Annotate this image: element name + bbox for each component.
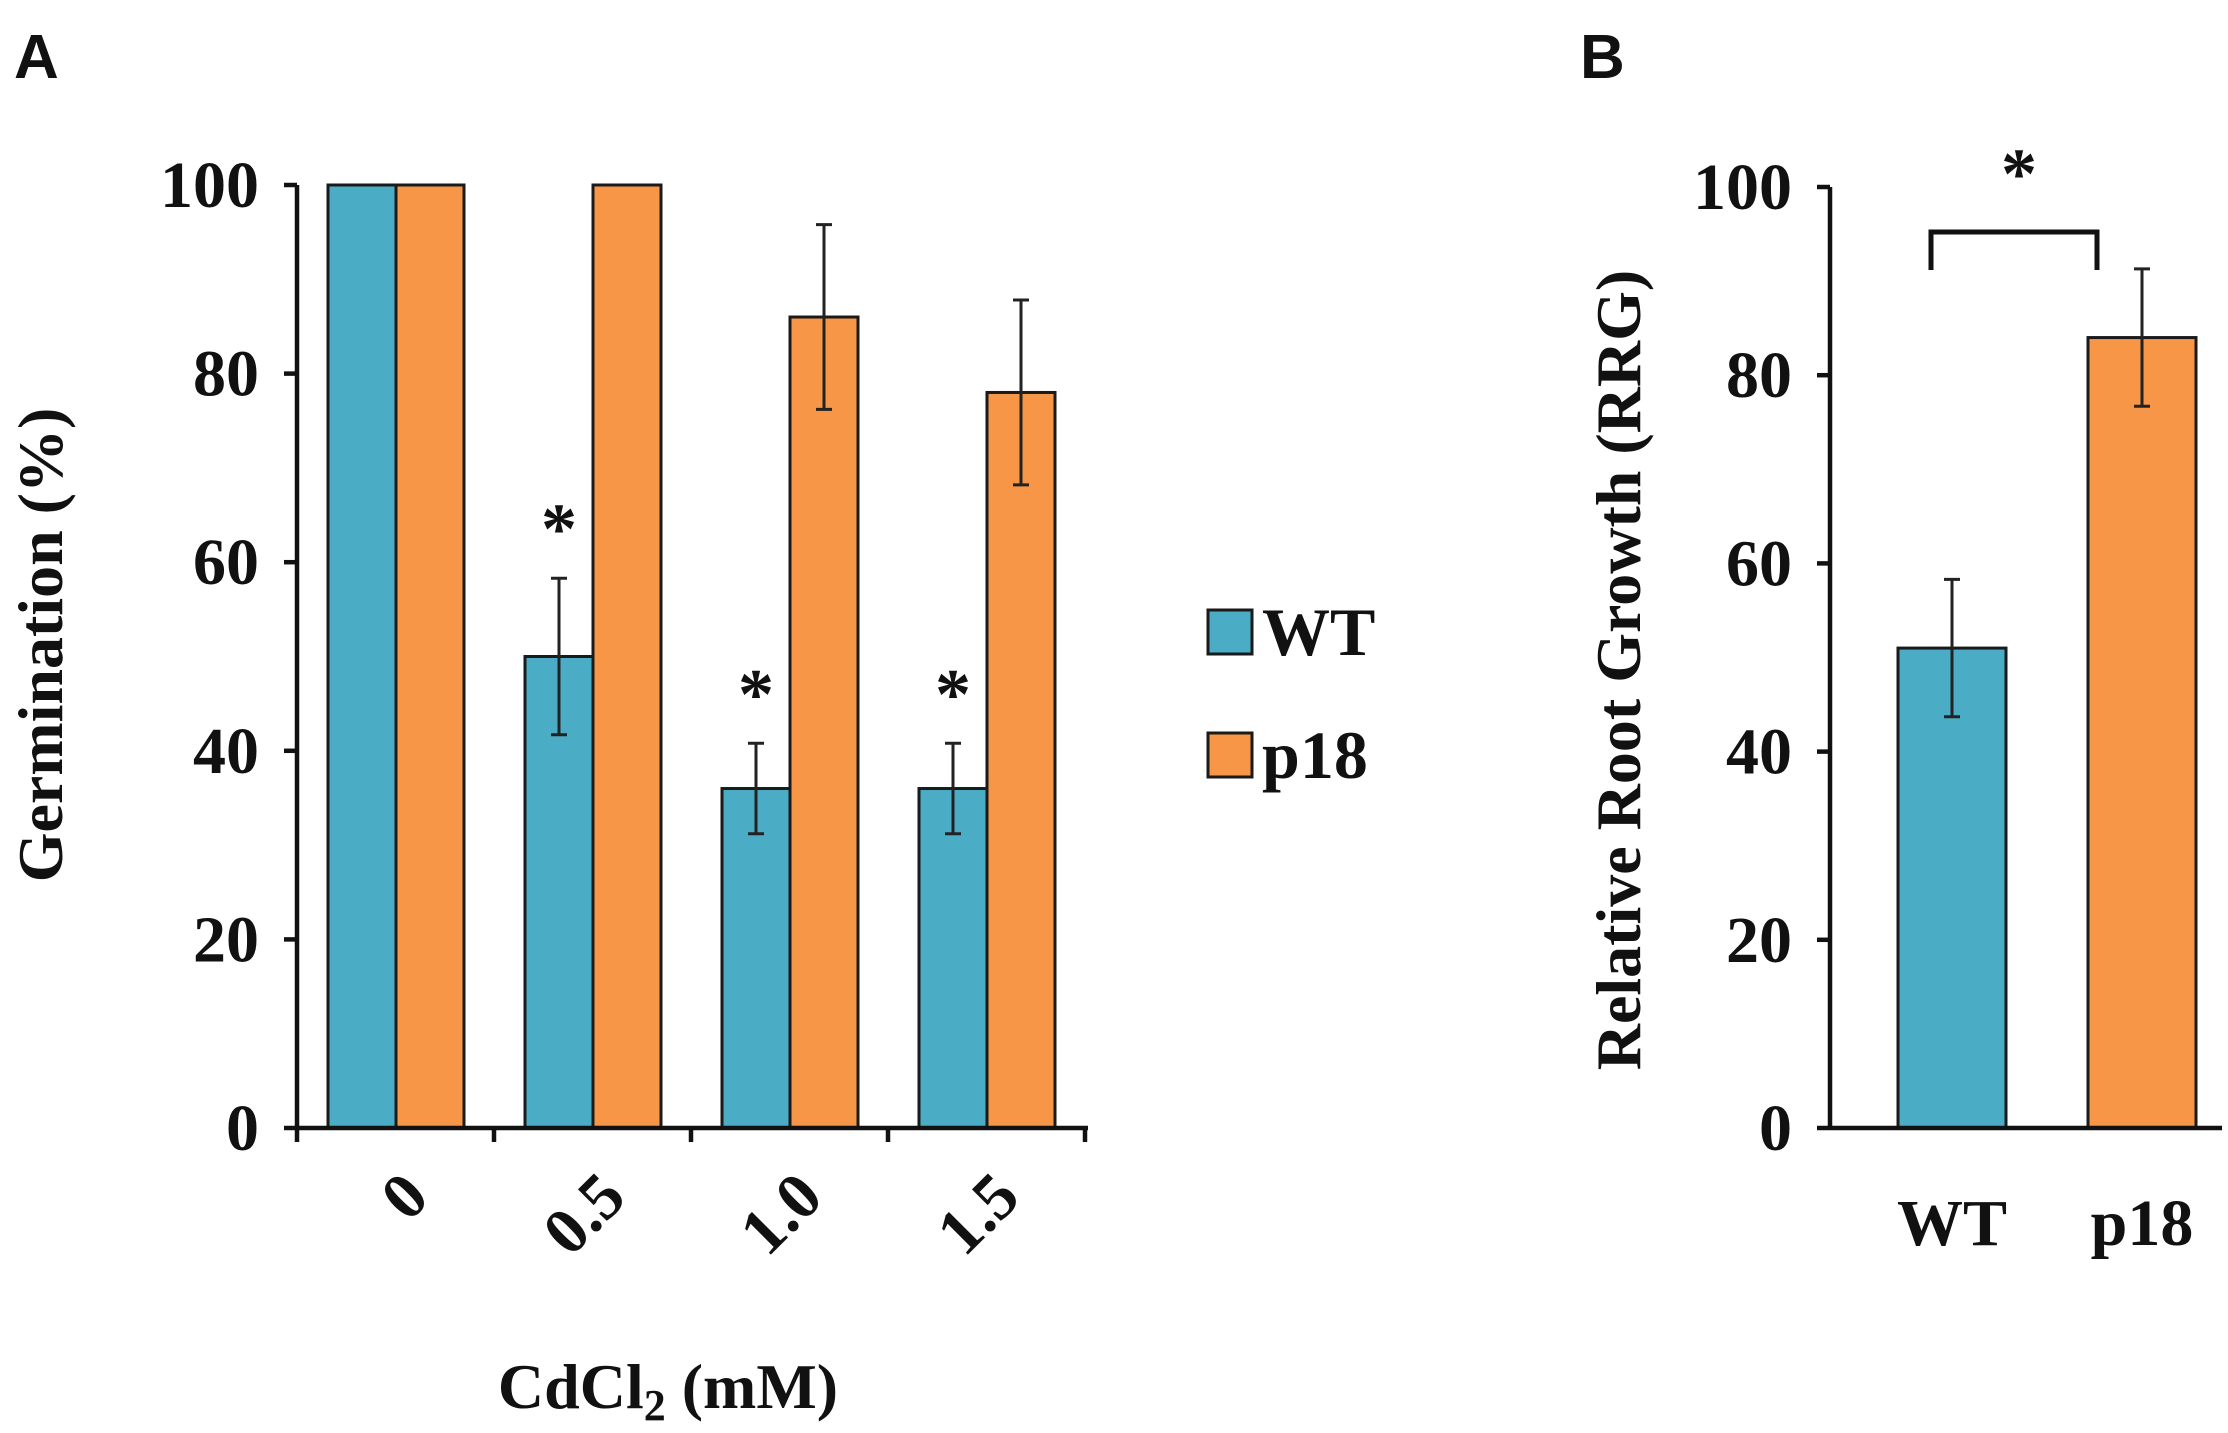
y-tick-label-80: 80 (1726, 339, 1792, 412)
x-tick-label-0.5: 0.5 (529, 1159, 639, 1269)
legend-label-wt: WT (1262, 594, 1375, 670)
y-tick-label-60: 60 (193, 526, 259, 599)
root-growth-y-axis-title: Relative Root Growth (RRG) (1583, 270, 1654, 1070)
legend: WT p18 (1206, 594, 1375, 793)
germination-bars: * * * (326, 183, 1057, 1130)
significance-star-wt-1.0: * (738, 654, 774, 734)
legend-swatch-p18 (1206, 731, 1254, 779)
germination-chart: * * * 0 20 40 60 80 100 0 0.5 1.0 1.5 Germination … (5, 149, 1088, 1430)
bar-p18-1.0 (788, 315, 860, 1130)
y-tick-label-0: 0 (226, 1092, 259, 1165)
significance-bracket (1928, 229, 2100, 270)
x-tick-label-1.0: 1.0 (726, 1159, 836, 1269)
y-tick-label-0: 0 (1759, 1092, 1792, 1165)
germination-axes (284, 182, 1088, 1142)
root-growth-bars (1896, 267, 2198, 1130)
x-tick-label-wt: WT (1897, 1187, 2007, 1260)
error-bar-wt-0.5 (551, 576, 567, 737)
significance-star-rrg: * (2001, 134, 2037, 214)
panel-label-a: A (14, 23, 59, 92)
legend-label-p18: p18 (1262, 717, 1368, 793)
error-bar-wt-1.5 (945, 741, 961, 836)
error-bar-wt (1944, 577, 1960, 719)
x-tick-label-0: 0 (367, 1159, 442, 1234)
y-tick-label-80: 80 (193, 338, 259, 411)
bar-wt-1.0 (720, 787, 792, 1130)
panel-label-b: B (1580, 23, 1625, 92)
y-tick-label-40: 40 (193, 715, 259, 788)
root-growth-axes (1817, 184, 2222, 1131)
bar-p18-1.5 (985, 390, 1057, 1130)
bar-wt-0 (326, 183, 398, 1130)
y-tick-label-60: 60 (1726, 527, 1792, 600)
bar-p18 (2086, 336, 2198, 1130)
error-bar-p18-1.0 (816, 223, 832, 411)
y-tick-label-20: 20 (193, 903, 259, 976)
root-growth-chart: 0 20 40 60 80 100 WT p18 Relative Root Growth … (1583, 134, 2222, 1260)
bar-p18-0.5 (591, 183, 663, 1130)
error-bar-p18 (2134, 267, 2150, 408)
bar-p18-0 (394, 183, 466, 1130)
x-tick-label-1.5: 1.5 (923, 1159, 1033, 1269)
germination-x-axis-title: CdCl2 (mM) (498, 1351, 838, 1430)
germination-y-axis-title: Germination (%) (5, 408, 76, 883)
error-bar-p18-1.5 (1013, 298, 1029, 487)
y-tick-label-100: 100 (1693, 151, 1792, 224)
germination-y-ticks: 0 20 40 60 80 100 (160, 149, 259, 1165)
significance-star-wt-0.5: * (541, 489, 577, 569)
y-tick-label-20: 20 (1726, 904, 1792, 977)
error-bar-wt-1.0 (748, 741, 764, 836)
bar-wt-1.5 (917, 787, 989, 1130)
y-tick-label-40: 40 (1726, 716, 1792, 789)
y-tick-label-100: 100 (160, 149, 259, 222)
x-tick-label-p18: p18 (2091, 1187, 2194, 1260)
significance-star-wt-1.5: * (935, 654, 971, 734)
legend-swatch-wt (1206, 608, 1254, 656)
root-growth-x-ticks: WT p18 (1897, 1187, 2193, 1260)
germination-x-ticks: 0 0.5 1.0 1.5 (367, 1159, 1033, 1269)
bar-wt (1896, 646, 2008, 1130)
root-growth-y-ticks: 0 20 40 60 80 100 (1693, 151, 1792, 1165)
